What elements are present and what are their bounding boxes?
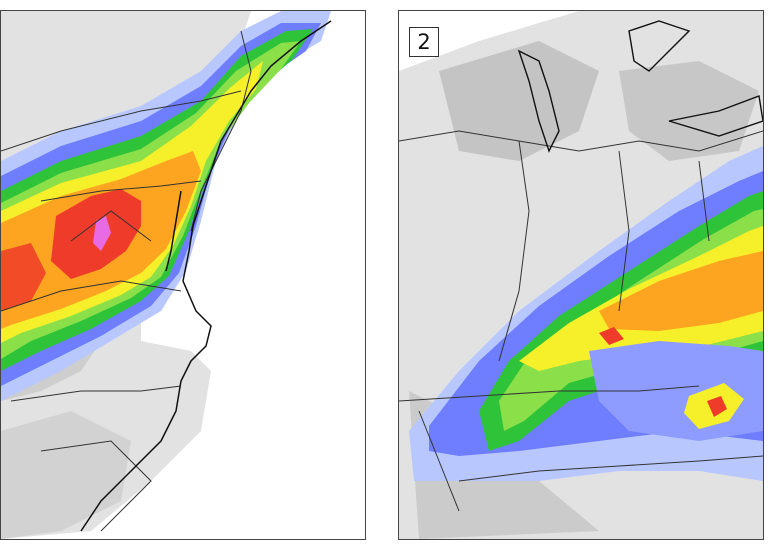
- panel-number-label: 2: [409, 27, 439, 57]
- precip-map-left: [1, 11, 332, 539]
- boundary-lines: [399, 130, 763, 512]
- precip-map-right: [399, 11, 763, 539]
- coastline: [80, 20, 332, 532]
- precip-cell-red: [707, 396, 727, 417]
- map-panel-left: [0, 10, 366, 540]
- precip-red-west: [1, 243, 46, 311]
- map-panel-right: 2: [398, 10, 764, 540]
- precip-orange: [599, 251, 763, 331]
- boundary-lines: [1, 30, 252, 532]
- precip-magenta: [93, 216, 111, 251]
- precip-red: [599, 327, 624, 345]
- gray-patches-east: [619, 61, 759, 161]
- lake-outlines: [517, 20, 763, 153]
